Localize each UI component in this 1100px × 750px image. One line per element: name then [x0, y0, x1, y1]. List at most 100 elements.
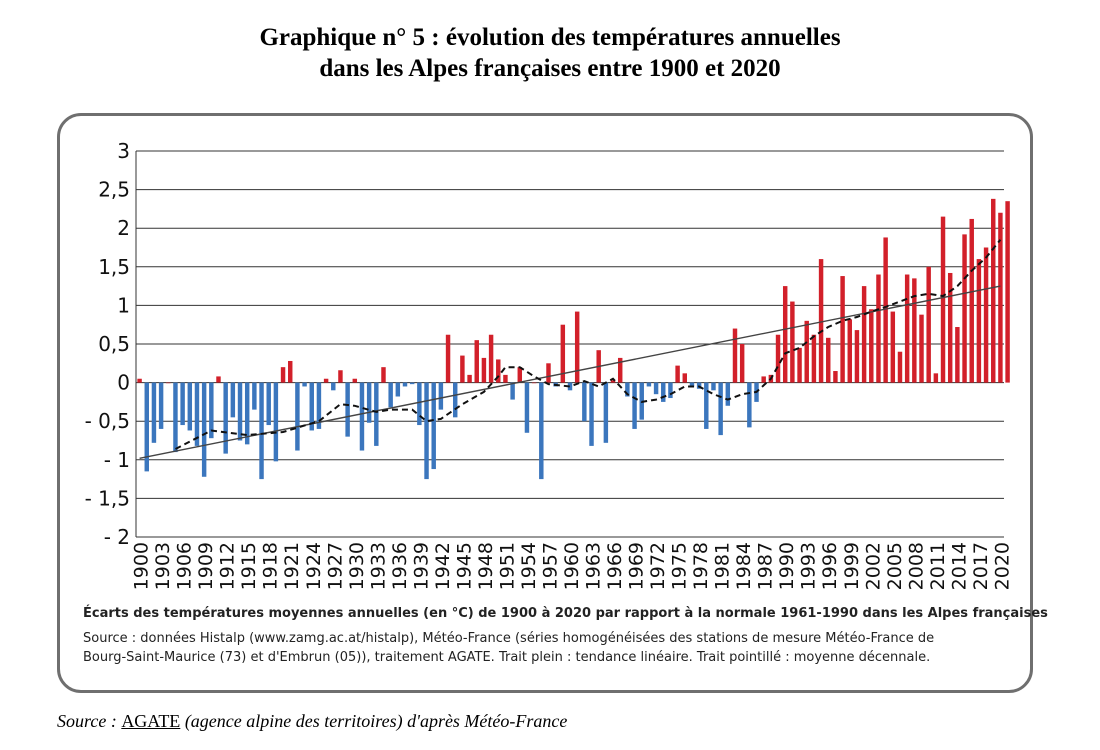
bar-1956: [539, 382, 544, 480]
bar-1936: [395, 382, 401, 397]
bar-1903: [158, 382, 164, 429]
bar-1928: [338, 370, 343, 383]
bar-1914: [237, 382, 243, 441]
bar-1900: [137, 378, 142, 383]
bar-2010: [926, 266, 931, 383]
bar-1963: [589, 382, 594, 446]
bar-1917: [259, 382, 264, 480]
x-tick-label: 1981: [712, 542, 734, 590]
bar-2001: [861, 286, 867, 383]
bar-2013: [947, 272, 953, 383]
x-tick-label: 1942: [432, 542, 454, 590]
chart-frame: [57, 113, 1033, 693]
bar-1955: [531, 382, 537, 384]
bar-1996: [826, 337, 831, 383]
x-tick-label: 2011: [927, 542, 949, 590]
bar-1943: [445, 334, 451, 383]
bar-1921: [288, 360, 293, 383]
x-tick-label: 1933: [367, 542, 389, 590]
bar-1904: [166, 382, 171, 384]
bar-2015: [962, 234, 967, 383]
bar-2021: [1005, 201, 1010, 383]
bar-1927: [331, 382, 336, 391]
bar-1965: [603, 382, 609, 443]
x-tick-label: 1909: [195, 542, 217, 590]
note-line-1: Source : données Histalp (www.zamg.ac.at…: [83, 631, 935, 646]
bar-1969: [632, 382, 637, 429]
bar-1945: [460, 355, 465, 383]
agate-link[interactable]: AGATE: [121, 711, 181, 731]
bar-2016: [969, 218, 974, 383]
bar-1957: [546, 363, 551, 383]
bar-2004: [883, 237, 888, 383]
x-tick-label: 1930: [346, 542, 368, 590]
bar-1915: [244, 382, 250, 445]
y-tick-label: 2,5: [98, 178, 130, 202]
bar-1987: [761, 376, 766, 383]
x-tick-label: 1945: [453, 542, 475, 590]
bar-1953: [517, 367, 523, 383]
x-tick-label: 2002: [862, 542, 884, 590]
bar-1910: [209, 382, 214, 439]
y-tick-label: 0: [117, 371, 130, 395]
x-tick-label: 1927: [324, 542, 346, 590]
x-tick-label: 1969: [626, 542, 648, 590]
bar-1948: [481, 357, 487, 383]
bar-1991: [790, 301, 795, 383]
bar-1929: [345, 382, 350, 437]
bar-1935: [388, 382, 393, 408]
bar-1972: [653, 382, 659, 395]
bar-1942: [438, 382, 444, 410]
y-tick-label: 3: [117, 139, 130, 163]
x-tick-label: 2020: [991, 542, 1013, 590]
bar-2019: [991, 198, 996, 383]
x-tick-label: 1993: [798, 542, 820, 590]
bar-1952: [510, 382, 515, 400]
bar-1983: [732, 328, 738, 383]
x-tick-label: 1987: [755, 542, 777, 590]
bar-1912: [223, 382, 228, 454]
bar-1979: [704, 382, 709, 429]
title-line-1: Graphique n° 5 : évolution des températu…: [259, 24, 841, 51]
page-title: Graphique n° 5 : évolution des températu…: [0, 22, 1100, 84]
bar-1976: [682, 373, 687, 383]
bar-1954: [524, 382, 530, 433]
x-tick-label: 1975: [669, 542, 691, 590]
title-line-2: dans les Alpes françaises entre 1900 et …: [319, 55, 781, 82]
bar-1916: [252, 382, 257, 410]
bar-1905: [173, 382, 178, 453]
decadal-average-line: [175, 239, 1002, 450]
x-tick-label: 1963: [583, 542, 605, 590]
x-tick-label: 2017: [970, 542, 992, 590]
bar-2003: [876, 274, 881, 383]
bar-1925: [316, 382, 322, 429]
y-tick-label: 0,5: [98, 332, 130, 356]
bar-1961: [574, 311, 580, 383]
bar-1906: [180, 382, 185, 426]
bar-1998: [840, 276, 845, 383]
x-tick-label: 1957: [540, 542, 562, 590]
x-tick-label: 1999: [841, 542, 863, 590]
bar-1959: [560, 324, 566, 383]
x-tick-label: 2014: [948, 542, 970, 590]
x-tick-label: 1900: [131, 542, 153, 590]
bar-1982: [725, 382, 731, 406]
bar-1947: [474, 340, 479, 383]
x-tick-label: 1972: [647, 542, 669, 590]
x-tick-label: 1996: [819, 542, 841, 590]
bar-1946: [467, 374, 472, 383]
bar-2012: [940, 216, 946, 383]
bar-1995: [818, 259, 824, 383]
source-prefix: Source :: [57, 711, 122, 731]
x-tick-label: 1912: [217, 542, 239, 590]
x-tick-label: 1915: [238, 542, 260, 590]
bar-1966: [610, 380, 616, 383]
bar-1908: [194, 382, 200, 446]
bar-1931: [359, 382, 365, 451]
bar-1990: [782, 286, 788, 383]
chart-note: Source : données Histalp (www.zamg.ac.at…: [83, 629, 1013, 667]
bar-1911: [216, 376, 221, 383]
y-tick-label: - 1,5: [85, 486, 130, 510]
x-tick-label: 1966: [604, 542, 626, 590]
